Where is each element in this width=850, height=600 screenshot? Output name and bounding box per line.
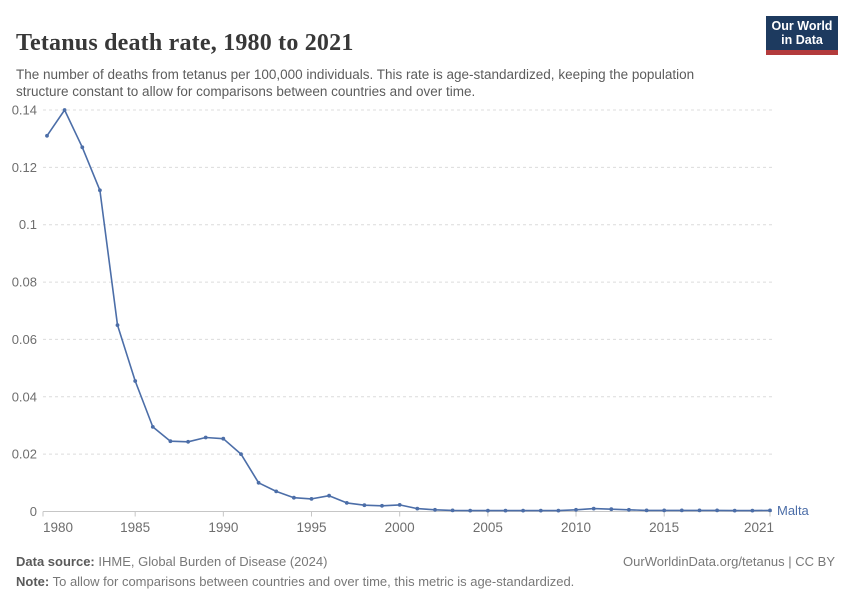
data-point xyxy=(62,108,67,112)
owid-logo-line1: Our World xyxy=(771,19,833,33)
data-point xyxy=(468,508,473,513)
data-point xyxy=(239,452,243,456)
data-point xyxy=(486,508,490,513)
data-line xyxy=(46,109,771,512)
y-tick-label: 0.02 xyxy=(12,447,37,462)
data-point xyxy=(150,425,155,429)
data-point xyxy=(715,508,719,513)
data-point xyxy=(168,439,173,444)
data-point xyxy=(644,508,649,513)
y-tick-label: 0.1 xyxy=(19,217,37,232)
data-point xyxy=(380,503,384,508)
data-point xyxy=(98,188,102,193)
data-point xyxy=(591,506,596,511)
owid-logo-line2: in Data xyxy=(781,33,823,47)
data-point xyxy=(609,507,614,512)
data-point xyxy=(662,508,667,513)
data-point xyxy=(768,508,772,513)
owid-logo: Our World in Data xyxy=(766,16,838,55)
data-point xyxy=(203,435,208,440)
y-tick-label: 0.08 xyxy=(12,275,37,290)
x-tick-label: 1990 xyxy=(208,520,238,535)
chart-title: Tetanus death rate, 1980 to 2021 xyxy=(16,30,354,57)
data-point xyxy=(503,508,508,513)
data-point xyxy=(732,508,737,513)
data-point xyxy=(80,145,85,150)
data-point xyxy=(538,508,543,513)
data-point xyxy=(292,495,296,500)
data-point xyxy=(256,480,261,485)
entity-end-label: Malta xyxy=(777,503,810,518)
y-tick-label: 0.06 xyxy=(12,332,37,347)
data-point xyxy=(679,508,684,513)
data-point xyxy=(627,507,631,512)
data-point xyxy=(574,507,578,512)
x-tick-label: 2000 xyxy=(385,520,415,535)
y-tick-label: 0.14 xyxy=(12,103,37,118)
x-tick-label: 2015 xyxy=(649,520,679,535)
y-tick-label: 0.12 xyxy=(12,160,37,175)
chart-subtitle: The number of deaths from tetanus per 10… xyxy=(16,66,695,100)
x-tick-label: 1985 xyxy=(120,520,150,535)
data-point xyxy=(556,508,561,513)
y-tick-label: 0.04 xyxy=(12,389,37,404)
data-point xyxy=(415,506,420,511)
data-point xyxy=(344,501,349,505)
x-tick-label: 2005 xyxy=(473,520,503,535)
x-tick-label: 1980 xyxy=(43,520,73,535)
data-point xyxy=(397,503,402,507)
x-tick-label: 1995 xyxy=(296,520,326,535)
x-tick-label: 2021 xyxy=(744,520,774,535)
data-point xyxy=(433,507,437,512)
data-point xyxy=(362,503,367,508)
data-point xyxy=(133,379,138,383)
data-point xyxy=(450,508,455,513)
data-point xyxy=(186,439,191,444)
data-point xyxy=(45,133,49,138)
x-tick-label: 2010 xyxy=(561,520,591,535)
data-point xyxy=(309,497,314,501)
data-point xyxy=(697,508,702,513)
data-point xyxy=(115,323,120,327)
data-point xyxy=(750,508,755,513)
data-point xyxy=(521,508,525,513)
data-point xyxy=(221,436,226,441)
data-point xyxy=(327,493,331,498)
y-tick-label: 0 xyxy=(30,504,37,519)
data-point xyxy=(274,489,279,494)
